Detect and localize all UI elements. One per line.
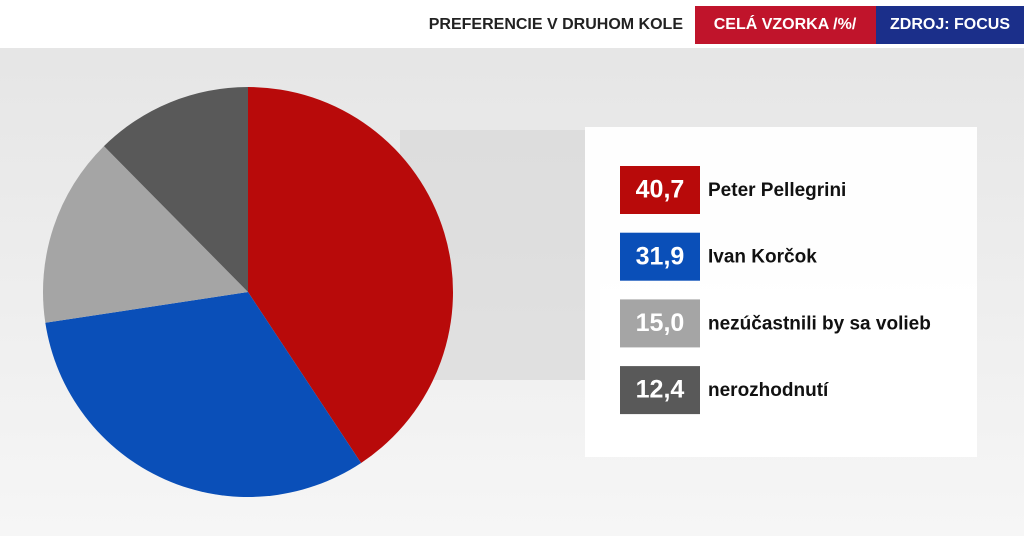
pie-slice: [43, 146, 249, 323]
legend-badge: [620, 166, 700, 214]
pie-slice: [45, 292, 362, 498]
legend-label: nerozhodnutí: [708, 380, 829, 401]
value-label: 12,4: [636, 376, 685, 404]
pie-slice: [103, 87, 248, 292]
value-label: 40,7: [636, 176, 685, 204]
value-label: 31,9: [636, 242, 685, 270]
legend-label: nezúčastnili by sa volieb: [708, 313, 931, 334]
source-box: [876, 6, 1024, 44]
subtitle-box: [695, 6, 876, 44]
legend-badge: [620, 366, 700, 415]
legend-label: Peter Pellegrini: [708, 180, 846, 201]
pie-slice: [248, 87, 453, 463]
legend-badge: [620, 232, 700, 281]
legend-label: Ivan Korčok: [708, 247, 817, 268]
value-label: 15,0: [636, 309, 685, 337]
source: ZDROJ: FOCUS: [890, 16, 1010, 33]
chart-title: PREFERENCIE V DRUHOM KOLE: [429, 16, 684, 33]
subtitle: CELÁ VZORKA /%/: [714, 14, 857, 33]
legend-badge: [620, 299, 700, 348]
